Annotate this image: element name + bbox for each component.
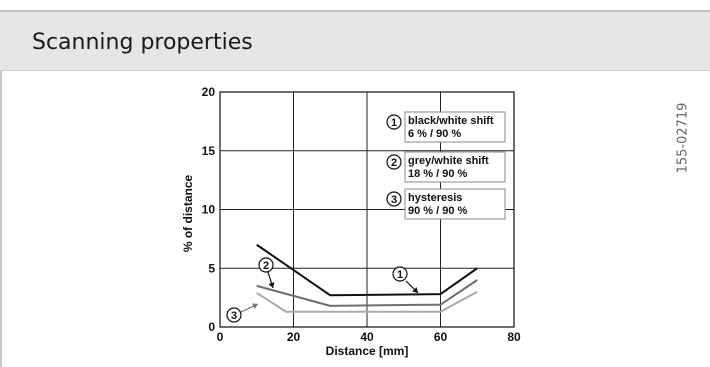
legend-box (404, 111, 506, 143)
callout-circle (392, 266, 408, 282)
series-callout-1: 1 (392, 266, 419, 294)
top-rule (0, 10, 710, 12)
x-tick-label: 20 (287, 330, 301, 344)
callout-arrowhead (268, 282, 275, 288)
callout-number: 3 (231, 310, 237, 322)
x-tick-label: 60 (434, 330, 448, 344)
plot-frame (219, 91, 515, 328)
left-rule (0, 71, 2, 367)
section-title: Scanning properties (32, 30, 253, 55)
callout-number: 2 (263, 260, 269, 272)
legend-label: grey/white shift (408, 155, 489, 167)
legend-value: 18 % / 90 % (408, 168, 468, 180)
y-tick-label: 0 (208, 320, 215, 334)
series-line-2 (256, 279, 478, 307)
y-tick-label: 10 (202, 203, 216, 217)
legend-number-circle (386, 114, 402, 130)
callout-circle (226, 307, 242, 323)
legend-label: black/white shift (408, 115, 494, 127)
legend-number: 3 (391, 194, 397, 206)
legend-label: hysteresis (408, 192, 462, 204)
x-tick-label: 40 (360, 330, 374, 344)
legend-value: 90 % / 90 % (408, 205, 468, 217)
x-tick-label: 0 (217, 330, 224, 344)
callout-arrowhead (252, 303, 258, 309)
y-tick-label: 5 (208, 261, 215, 275)
legend-number: 1 (391, 117, 397, 129)
y-tick-label: 20 (202, 85, 216, 99)
callout-number: 1 (397, 269, 403, 281)
legend-number-circle (386, 154, 402, 170)
series-callout-2: 2 (258, 257, 275, 289)
y-axis-title: % of distance (181, 175, 195, 253)
x-tick-label: 80 (507, 330, 521, 344)
series-line-1 (256, 243, 478, 297)
legend-box (404, 151, 506, 183)
legend-number: 2 (391, 157, 397, 169)
section-header: Scanning properties (0, 12, 710, 71)
callout-arrowhead (412, 287, 418, 293)
series-callout-3: 3 (226, 303, 259, 323)
legend-box (404, 188, 506, 220)
y-tick-label: 15 (202, 144, 216, 158)
callout-circle (258, 257, 274, 273)
legend-number-circle (386, 191, 402, 207)
x-axis-title: Distance [mm] (326, 344, 409, 358)
series-line-3 (256, 290, 478, 313)
legend-value: 6 % / 90 % (408, 128, 461, 140)
